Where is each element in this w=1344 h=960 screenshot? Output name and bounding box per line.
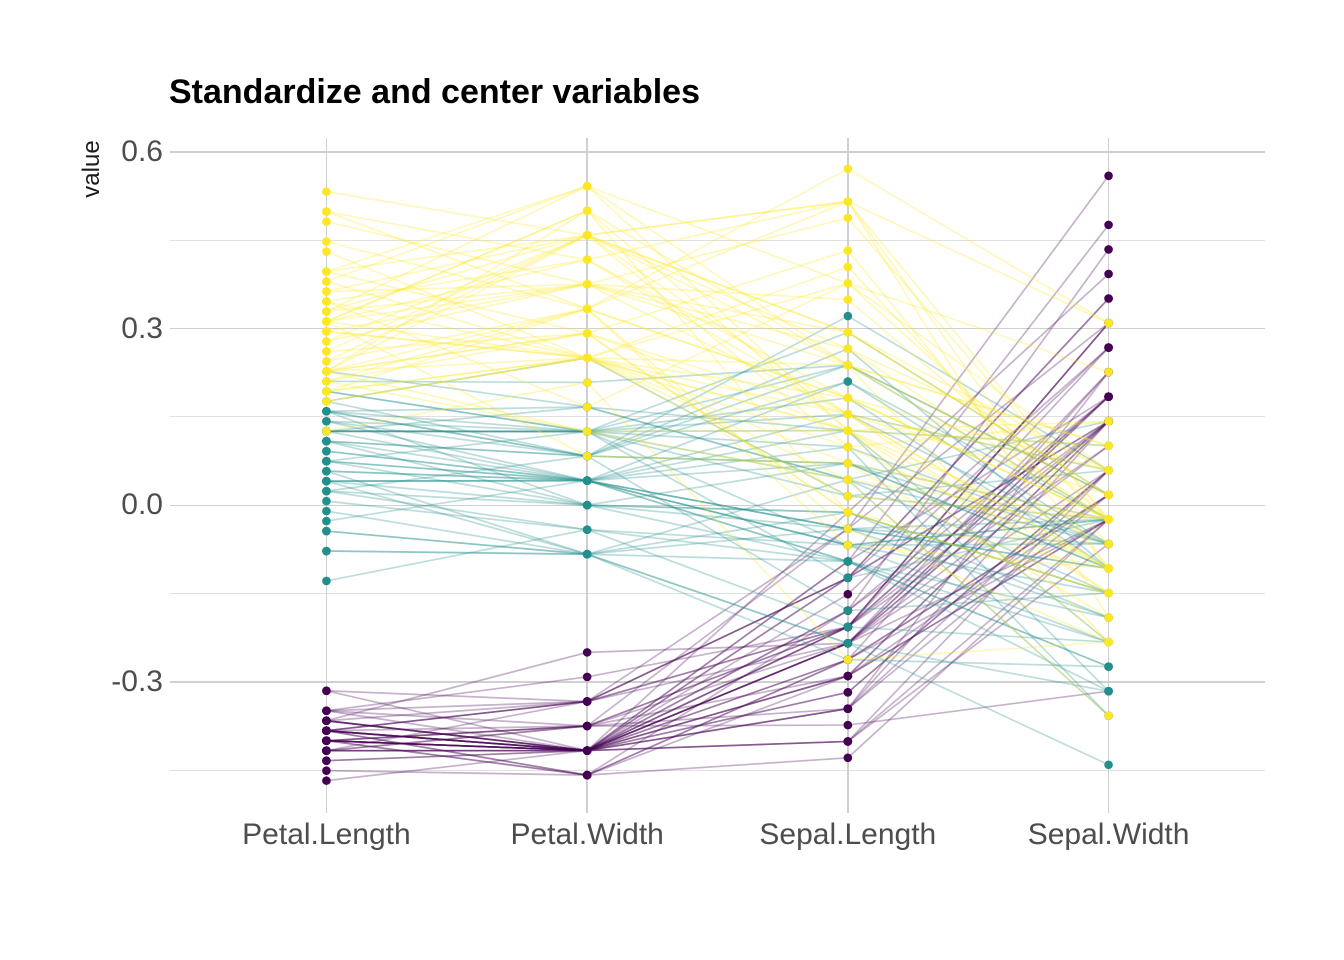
y-tick-label: -0.3 xyxy=(111,665,163,698)
y-tick-label: 0.6 xyxy=(121,134,163,168)
y-tick-label: 0.0 xyxy=(121,488,163,522)
x-tick-label: Sepal.Length xyxy=(759,818,937,851)
x-tick-label: Sepal.Width xyxy=(1027,818,1190,851)
plot-panel xyxy=(170,138,1265,813)
chart-title: Standardize and center variables xyxy=(169,73,700,111)
x-tick-label: Petal.Width xyxy=(510,818,664,851)
y-tick-label: 0.3 xyxy=(121,311,163,345)
x-tick-label: Petal.Length xyxy=(242,818,411,851)
parallel-coordinates-canvas xyxy=(170,138,1265,813)
